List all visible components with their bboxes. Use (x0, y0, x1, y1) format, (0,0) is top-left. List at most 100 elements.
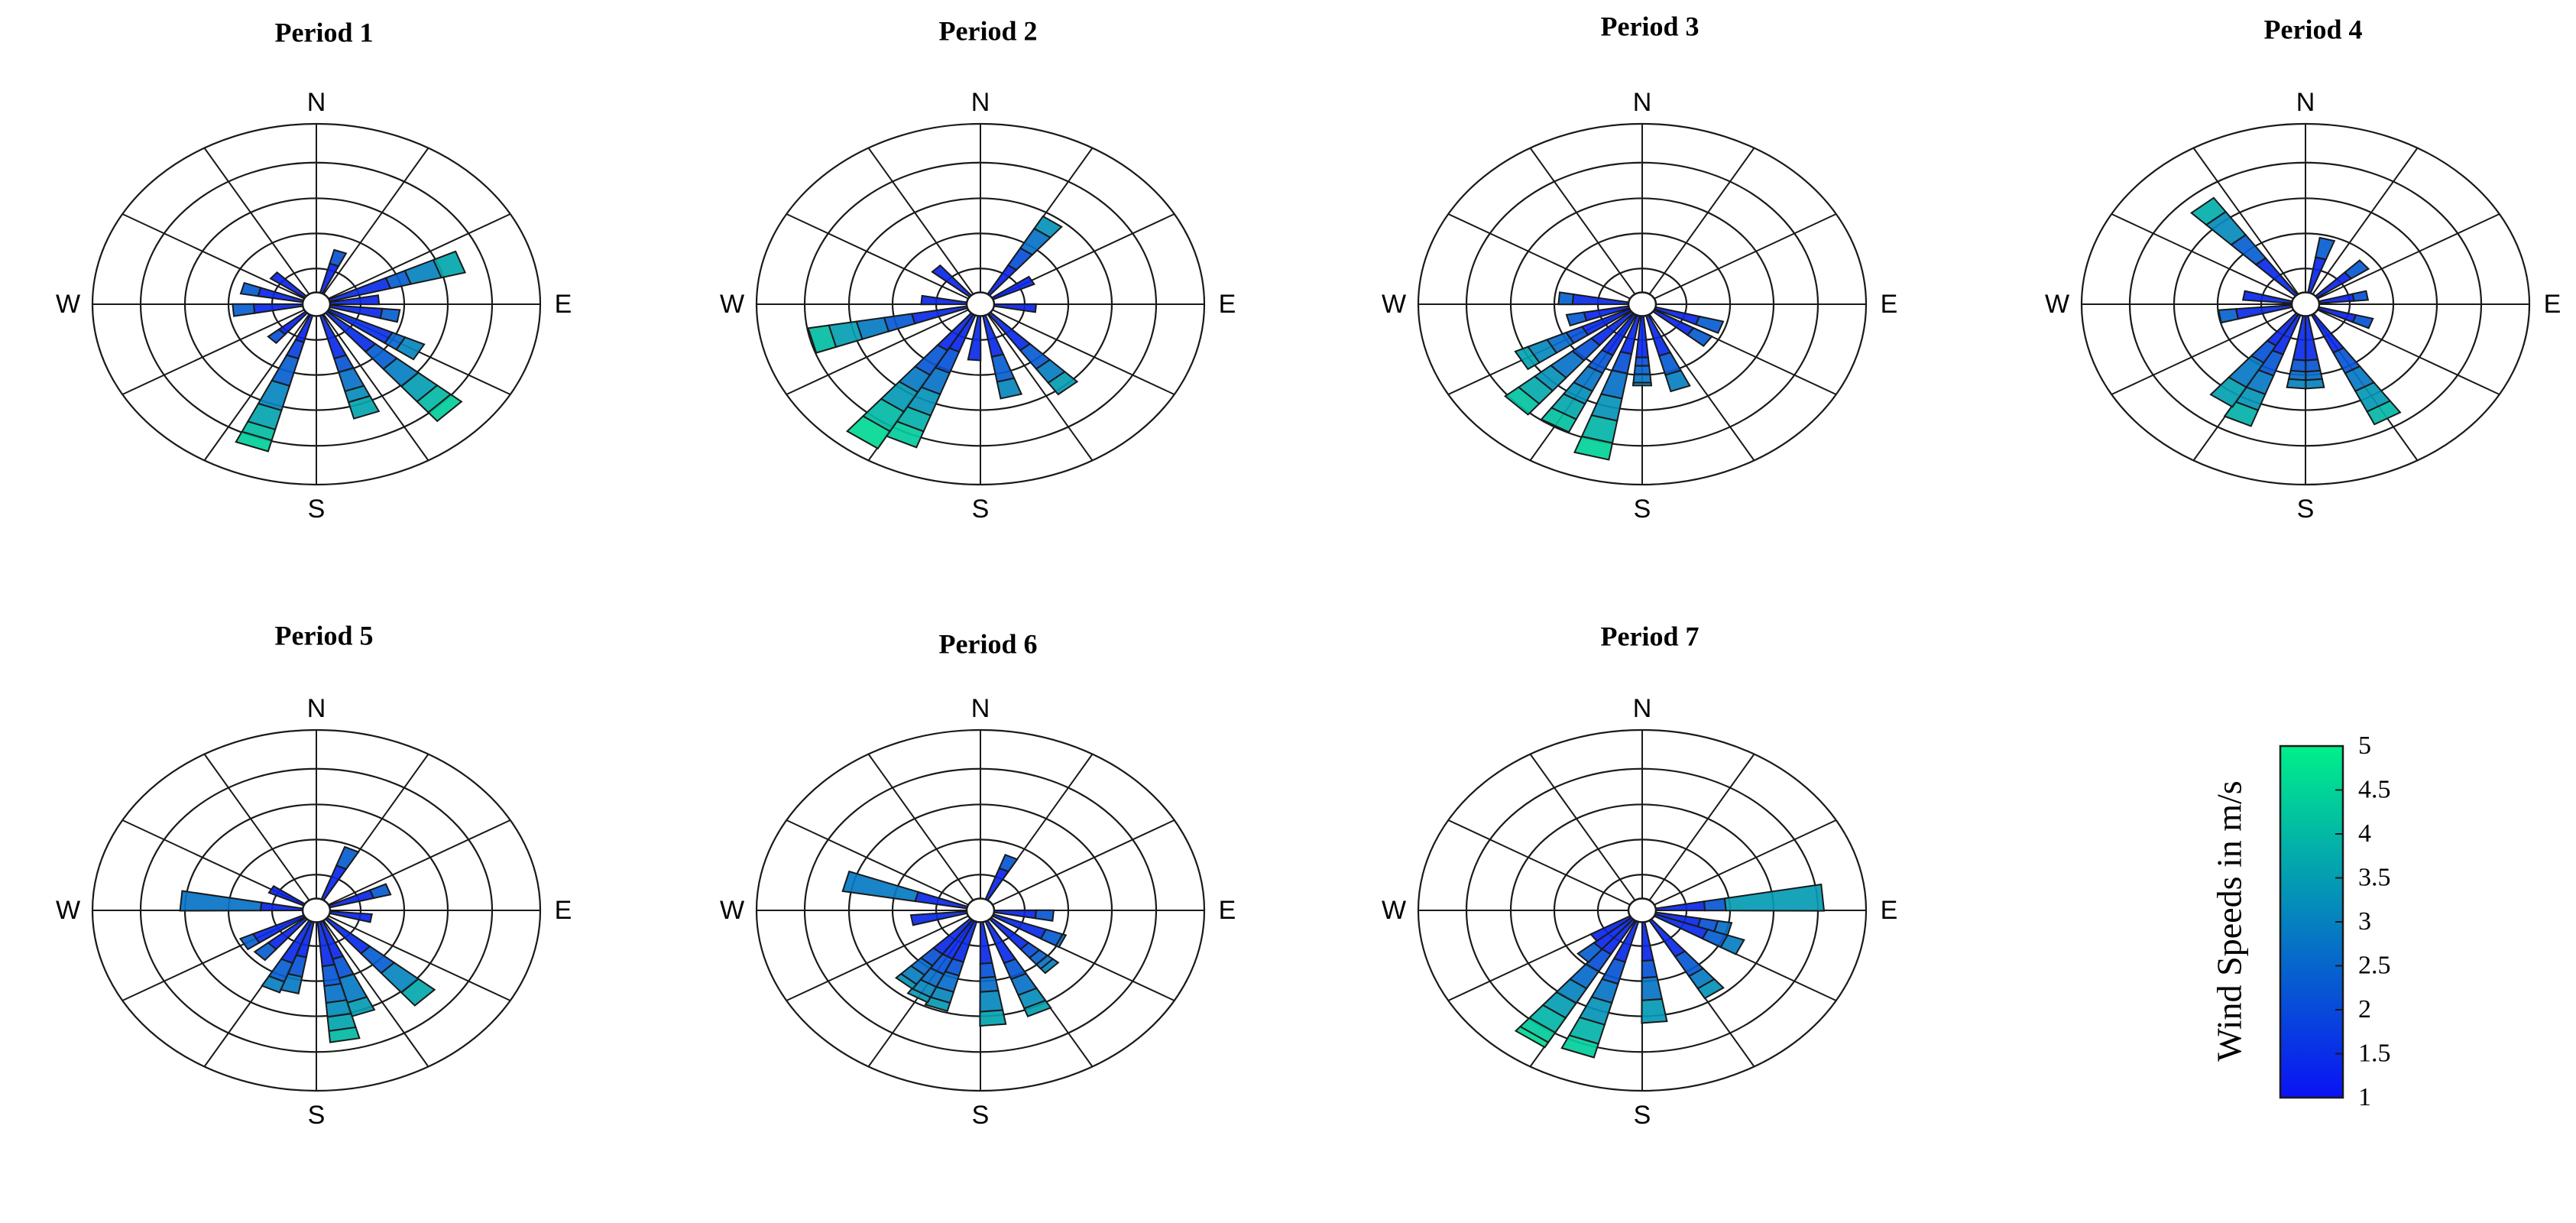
colorbar-label: Wind Speeds in m/s (2210, 780, 2249, 1061)
windrose-petal-segment (179, 890, 263, 912)
polar-spoke (1529, 148, 1643, 305)
compass-label: E (1219, 290, 1236, 319)
windrose-petal-segment (267, 328, 287, 345)
windrose-petal-segment (920, 294, 968, 306)
polar-spoke (1641, 148, 1755, 305)
compass-label: N (2296, 88, 2315, 117)
compass-label: N (1633, 88, 1652, 117)
windrose-petal-segment (2217, 308, 2240, 324)
polar-spoke (1447, 819, 1643, 911)
compass-label: W (56, 290, 80, 319)
windrose-petal-segment (807, 324, 838, 354)
windrose-petal-segment (432, 250, 467, 279)
windrose-petal-segment (267, 884, 306, 907)
compass-label: E (1881, 896, 1898, 925)
windrose-petal-segment (2366, 400, 2402, 426)
windrose-petal-segment (990, 353, 1016, 383)
center-hub (2290, 291, 2321, 317)
windrose-petal-segment (232, 303, 256, 317)
polar-spoke (1641, 754, 1755, 911)
compass-label: S (972, 1101, 990, 1130)
polar-spoke (1641, 303, 1755, 461)
windrose-petal-segment (1719, 934, 1745, 955)
compass-label: N (1633, 694, 1652, 723)
compass-label: N (971, 88, 990, 117)
polar-spoke (980, 303, 1175, 395)
windrose-petal-segment (238, 933, 261, 951)
compass-label: W (720, 896, 744, 925)
windrose-petal-segment (2304, 358, 2322, 373)
polar-spoke (203, 303, 317, 461)
windrose-petal-segment (379, 307, 401, 323)
polar-spoke (203, 754, 317, 911)
panel-title: Period 4 (2264, 14, 2363, 44)
windrose-petal-segment (2241, 290, 2293, 304)
windrose-petal-segment (239, 281, 262, 297)
windrose-petal-segment (979, 1009, 1007, 1027)
polar-spoke (2192, 148, 2306, 305)
center-hub (301, 291, 332, 317)
windrose-petal-segment (395, 336, 426, 361)
colorbar-tick-label: 4 (2358, 819, 2371, 848)
compass-label: E (555, 290, 572, 319)
windrose-petal-segment (1664, 369, 1691, 393)
windrose-petal-segment (883, 313, 916, 333)
windrose-petal-segment (983, 867, 1010, 902)
center-hub (965, 291, 996, 317)
colorbar-ticks: 5 4.5 4 3.5 3 2.5 2 1.5 1 (2335, 732, 2391, 1111)
windrose-petal-segment (1576, 942, 1603, 964)
windrose-petal-segment (1560, 1034, 1599, 1059)
windrose-petal-segment (1696, 978, 1725, 1000)
windrose-petal-segment (1633, 365, 1651, 375)
windrose-petal-segment (2351, 313, 2374, 329)
windrose-petal-segment (2189, 196, 2228, 226)
compass-label: S (308, 495, 326, 524)
windrose-petal-segment (1686, 326, 1713, 347)
center-hub (301, 897, 332, 923)
polar-spoke (2305, 148, 2419, 305)
windrose-petal-segment (1514, 345, 1541, 371)
windrose-petal-segment (400, 978, 436, 1007)
windrose-petal-segment (328, 1026, 361, 1043)
windrose-petal-segment (1654, 900, 1706, 912)
windrose-petal-segment (1703, 897, 1727, 912)
polar-spoke (2111, 213, 2306, 305)
windrose-petal-segment (894, 972, 918, 991)
panel-title: Period 1 (275, 17, 374, 47)
panel-title: Period 2 (939, 15, 1038, 46)
windrose-petal-segment (1641, 920, 1654, 962)
center-hub (1627, 291, 1657, 317)
windrose-petal-segment (1039, 958, 1060, 975)
panel-title: Period 6 (939, 628, 1038, 659)
windrose-petal-segment (426, 393, 463, 423)
polar-spoke (786, 819, 981, 911)
windrose-petal-segment (1557, 291, 1575, 306)
polar-spoke (867, 148, 981, 305)
windrose-petal-segment (319, 864, 348, 902)
polar-spoke (316, 148, 429, 305)
windrose-petal-segment (1694, 315, 1725, 334)
windrose-petal-segment (1514, 1025, 1550, 1049)
compass-label: S (2297, 495, 2315, 524)
compass-label: N (307, 88, 326, 117)
windrose-petal-segment (2315, 236, 2336, 261)
windrose-petal-segment (252, 303, 304, 314)
compass-label: E (2544, 290, 2561, 319)
polar-spoke (2305, 213, 2500, 305)
compass-label: N (307, 694, 326, 723)
compass-label: E (1219, 896, 1236, 925)
polar-spoke (316, 303, 429, 461)
windrose-petal-segment (327, 889, 375, 909)
panel-title: Period 5 (275, 620, 374, 650)
compass-label: N (971, 694, 990, 723)
polar-spoke (2111, 303, 2306, 395)
windrose-petal-segment (1641, 998, 1668, 1024)
windrose-petal-segment (846, 415, 892, 450)
colorbar-tick-label: 2.5 (2358, 951, 2391, 979)
polar-spoke (122, 303, 317, 395)
colorbar-tick-label: 1.5 (2358, 1039, 2391, 1067)
compass-label: W (56, 896, 80, 925)
compass-label: W (1382, 896, 1406, 925)
windrose-petal-segment (235, 430, 273, 453)
